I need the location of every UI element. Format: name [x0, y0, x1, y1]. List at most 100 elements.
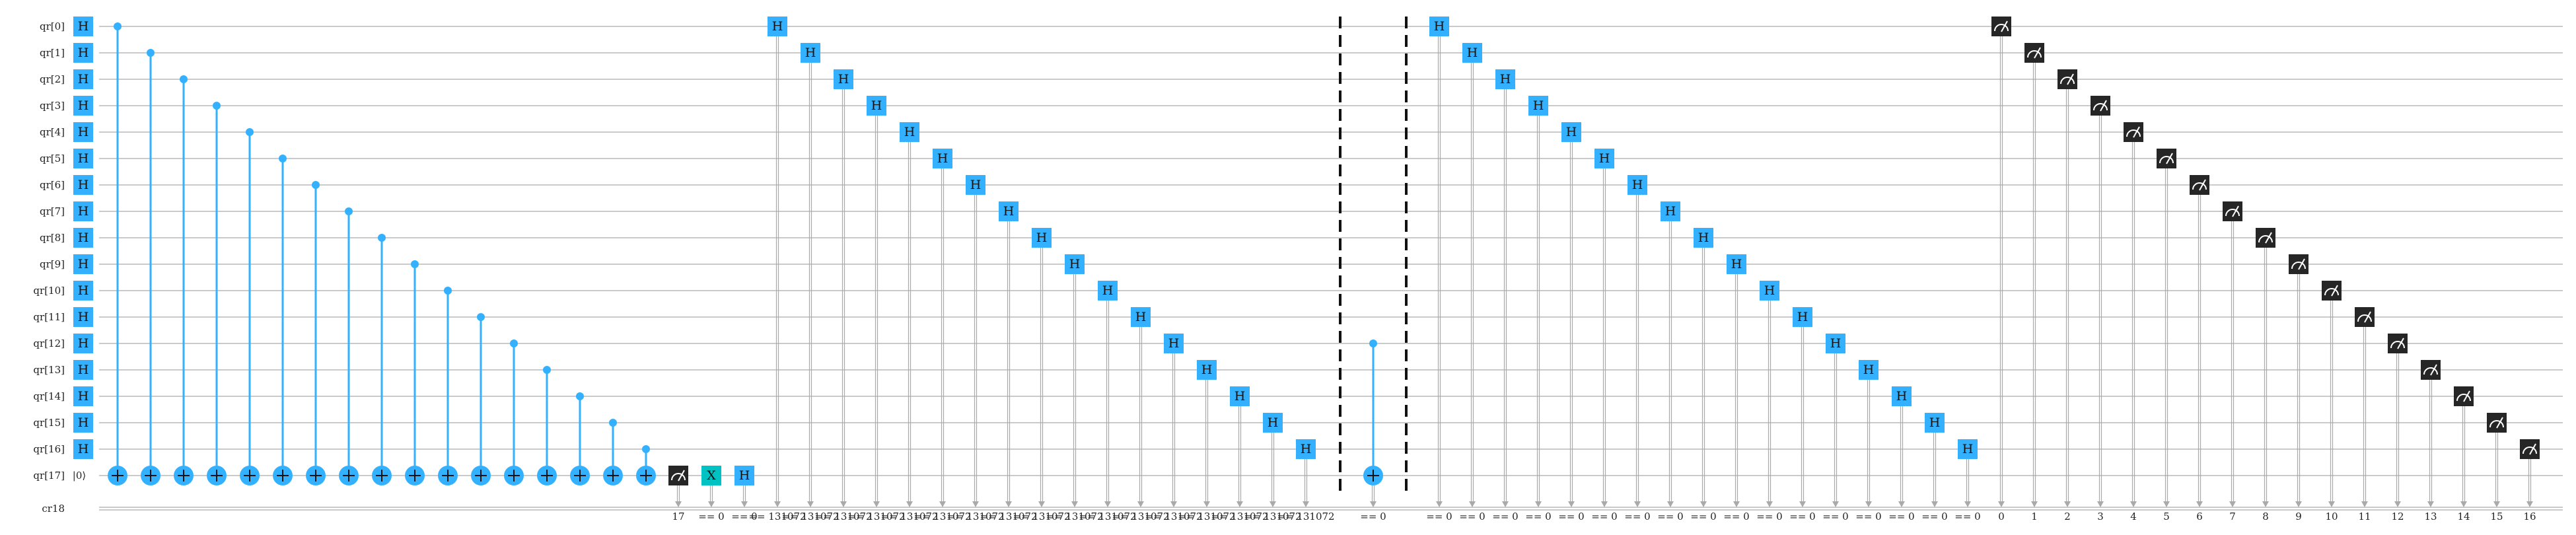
hadamard-gate-label: H [78, 389, 89, 404]
meter-needle-icon [2100, 100, 2107, 112]
measure-bit-label: 8 [2262, 511, 2269, 522]
hadamard-gate [966, 175, 985, 195]
meter-needle-icon [2430, 364, 2437, 376]
hadamard-gate [1462, 43, 1482, 63]
qubit-label: qr[13] [33, 364, 65, 376]
condition-h-zero-label: == 0 [1888, 511, 1914, 522]
qubit-label: qr[3] [40, 100, 65, 112]
control-dot-icon [609, 419, 617, 427]
hadamard-gate-label: H [805, 46, 816, 60]
hadamard-gate-label: H [78, 363, 89, 377]
hadamard-gate [1528, 96, 1548, 116]
qubit-label: qr[5] [40, 153, 65, 164]
hadamard-gate [73, 122, 93, 142]
condition-h-big-arrow-icon [1137, 501, 1144, 507]
measure-bit-arrow-icon [2526, 501, 2533, 507]
hadamard-gate-label: H [1896, 389, 1908, 404]
condition-h-big-label: == 131072 [947, 511, 1004, 522]
measure-bit-arrow-icon [2196, 501, 2203, 507]
condition-h-zero-label: == 0 [1723, 511, 1749, 522]
measure-gate [2289, 254, 2308, 274]
hadamard-gate-label: H [78, 125, 89, 139]
hadamard-gate [73, 360, 93, 380]
hadamard-gate [1892, 386, 1912, 406]
condition-h-zero-arrow-icon [1700, 501, 1707, 507]
qubit-label: qr[7] [40, 205, 65, 217]
x-gate [701, 466, 721, 485]
qubit-label: qr[8] [40, 232, 65, 244]
condition-h-zero-label: == 0 [1690, 511, 1716, 522]
hadamard-gate [1429, 17, 1449, 36]
condition-h-big-arrow-icon [939, 501, 946, 507]
condition-h-big-label: == 131072 [781, 511, 839, 522]
condition-h-label: == 0 [731, 511, 757, 522]
condition-h-big-arrow-icon [972, 501, 979, 507]
condition-h-big-label: == 131072 [748, 511, 806, 522]
condition-h-zero-arrow-icon [1436, 501, 1443, 507]
qubit-label: qr[4] [40, 126, 65, 138]
meter-needle-icon [2298, 258, 2305, 270]
measure-bit-arrow-icon [2262, 501, 2269, 507]
condition-x-label: == 0 [698, 511, 724, 522]
hadamard-gate [768, 17, 787, 36]
qubit-label: qr[11] [33, 311, 65, 323]
hadamard-gate-label: H [78, 98, 89, 113]
qubit-label: qr[12] [33, 338, 65, 349]
x-gate-label: X [707, 468, 716, 483]
condition-h-zero-label: == 0 [1921, 511, 1947, 522]
condition-h-zero-label: == 0 [1624, 511, 1650, 522]
control-dot-icon [213, 102, 221, 110]
hadamard-gate [73, 439, 93, 459]
condition-h-zero-label: == 0 [1459, 511, 1485, 522]
condition-h-zero-label: == 0 [1558, 511, 1584, 522]
hadamard-gate [73, 281, 93, 301]
condition-h-big-arrow-icon [1104, 501, 1111, 507]
hadamard-gate [1296, 439, 1316, 459]
condition-h-zero-arrow-icon [1634, 501, 1641, 507]
control-dot-icon [444, 287, 452, 295]
hadamard-gate-label: H [871, 98, 882, 113]
hadamard-gate [1263, 413, 1283, 433]
condition-h-zero-arrow-icon [1502, 501, 1509, 507]
measure-bit-arrow-icon [2031, 501, 2038, 507]
hadamard-gate-label: H [78, 231, 89, 245]
condition-h-zero-label: == 0 [1492, 511, 1518, 522]
hadamard-gate-label: H [1268, 415, 1279, 430]
condition-h-zero-arrow-icon [1964, 501, 1971, 507]
hadamard-gate [73, 69, 93, 89]
measure-bit-arrow-icon [2130, 501, 2137, 507]
hadamard-gate-label: H [1003, 204, 1015, 219]
hadamard-gate [1826, 334, 1845, 353]
condition-h-big-arrow-icon [1236, 501, 1243, 507]
meter-needle-icon [2496, 417, 2503, 429]
qubit-label: qr[6] [40, 179, 65, 191]
condition-cnot-arrow-icon [1370, 501, 1377, 507]
measure-gate [2454, 386, 2474, 406]
hadamard-gate-label: H [1731, 257, 1742, 271]
hadamard-gate-label: H [1102, 283, 1114, 298]
measure-bit-arrow-icon [2163, 501, 2170, 507]
hadamard-gate-label: H [904, 125, 915, 139]
control-dot-icon [312, 181, 320, 189]
measure-bit-arrow-icon [2328, 501, 2335, 507]
measure-bit-label: 0 [1998, 511, 2005, 522]
meter-icon [2390, 341, 2405, 349]
meter-needle-icon [2463, 390, 2470, 402]
hadamard-gate-label: H [78, 178, 89, 192]
hadamard-gate-label: H [78, 72, 89, 87]
hadamard-gate-label: H [1201, 363, 1213, 377]
hadamard-gate-label: H [78, 46, 89, 60]
control-dot-icon [147, 49, 155, 57]
condition-h-big-label: == 131072 [1046, 511, 1103, 522]
meter-needle-icon [2034, 47, 2041, 59]
qubit-label: qr[16] [33, 443, 65, 455]
condition-h-zero-label: == 0 [1822, 511, 1848, 522]
hadamard-gate-label: H [1467, 46, 1478, 60]
condition-h-big-label: == 131072 [1079, 511, 1136, 522]
condition-h-big-arrow-icon [774, 501, 781, 507]
hadamard-gate-label: H [1135, 310, 1147, 324]
condition-h-zero-arrow-icon [1865, 501, 1872, 507]
measure-gate [2157, 149, 2176, 168]
condition-h-big-label: == 131072 [913, 511, 971, 522]
control-dot-icon [1369, 339, 1377, 347]
